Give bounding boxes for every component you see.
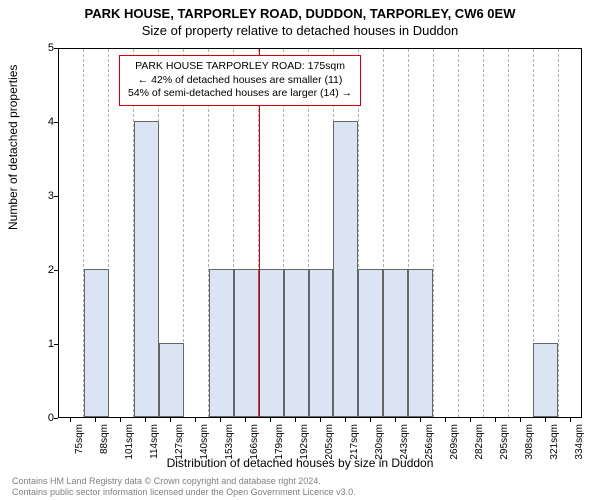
x-tick-mark xyxy=(320,418,321,422)
y-tick-mark xyxy=(54,418,58,419)
annotation-line: PARK HOUSE TARPORLEY ROAD: 175sqm xyxy=(128,60,352,74)
bar xyxy=(234,269,259,417)
x-tick-mark xyxy=(70,418,71,422)
y-tick-mark xyxy=(54,196,58,197)
grid-line xyxy=(483,49,484,417)
bar xyxy=(134,121,159,417)
x-tick-mark xyxy=(520,418,521,422)
bar xyxy=(159,343,184,417)
footer-line-1: Contains HM Land Registry data © Crown c… xyxy=(12,476,356,487)
bar xyxy=(408,269,433,417)
x-tick-label: 282sqm xyxy=(474,424,485,460)
x-tick-mark xyxy=(195,418,196,422)
x-tick-mark xyxy=(420,418,421,422)
x-tick-label: 114sqm xyxy=(149,424,160,459)
x-tick-label: 101sqm xyxy=(124,424,135,460)
x-tick-mark xyxy=(270,418,271,422)
y-tick-mark xyxy=(54,344,58,345)
bar xyxy=(259,269,284,417)
x-tick-mark xyxy=(95,418,96,422)
x-tick-mark xyxy=(445,418,446,422)
chart-title-sub: Size of property relative to detached ho… xyxy=(0,21,600,38)
bar xyxy=(209,269,234,417)
x-tick-label: 256sqm xyxy=(424,424,435,460)
x-tick-label: 243sqm xyxy=(399,424,410,460)
y-tick-mark xyxy=(54,48,58,49)
x-tick-mark xyxy=(370,418,371,422)
x-tick-mark xyxy=(170,418,171,422)
x-tick-label: 205sqm xyxy=(324,424,335,460)
bar xyxy=(84,269,109,417)
x-tick-mark xyxy=(120,418,121,422)
bar xyxy=(358,269,383,417)
footer-attribution: Contains HM Land Registry data © Crown c… xyxy=(12,476,356,498)
x-tick-label: 166sqm xyxy=(249,424,260,460)
x-tick-mark xyxy=(470,418,471,422)
x-tick-mark xyxy=(545,418,546,422)
x-tick-label: 75sqm xyxy=(74,424,85,454)
x-tick-label: 140sqm xyxy=(199,424,210,460)
y-axis-label: Number of detached properties xyxy=(6,65,20,230)
x-tick-label: 192sqm xyxy=(299,424,310,460)
x-tick-label: 269sqm xyxy=(449,424,460,460)
bar xyxy=(333,121,358,417)
x-tick-label: 88sqm xyxy=(99,424,110,454)
x-tick-mark xyxy=(570,418,571,422)
x-tick-mark xyxy=(220,418,221,422)
x-tick-label: 127sqm xyxy=(174,424,185,460)
y-tick-mark xyxy=(54,270,58,271)
y-tick-mark xyxy=(54,122,58,123)
grid-line xyxy=(508,49,509,417)
bar xyxy=(284,269,309,417)
bar xyxy=(383,269,408,417)
x-tick-label: 295sqm xyxy=(499,424,510,460)
x-tick-label: 230sqm xyxy=(374,424,385,460)
annotation-box: PARK HOUSE TARPORLEY ROAD: 175sqm← 42% o… xyxy=(119,55,361,106)
x-tick-mark xyxy=(495,418,496,422)
bar xyxy=(533,343,558,417)
x-tick-mark xyxy=(295,418,296,422)
grid-line xyxy=(458,49,459,417)
annotation-line: 54% of semi-detached houses are larger (… xyxy=(128,87,352,101)
x-tick-mark xyxy=(245,418,246,422)
x-tick-mark xyxy=(345,418,346,422)
chart-title-main: PARK HOUSE, TARPORLEY ROAD, DUDDON, TARP… xyxy=(0,0,600,21)
x-tick-label: 321sqm xyxy=(549,424,560,460)
x-tick-label: 334sqm xyxy=(574,424,585,460)
bar xyxy=(309,269,334,417)
x-tick-mark xyxy=(395,418,396,422)
x-tick-mark xyxy=(145,418,146,422)
annotation-line: ← 42% of detached houses are smaller (11… xyxy=(128,74,352,88)
x-tick-label: 153sqm xyxy=(224,424,235,460)
x-tick-label: 217sqm xyxy=(349,424,360,460)
footer-line-2: Contains public sector information licen… xyxy=(12,487,356,498)
x-tick-label: 179sqm xyxy=(274,424,285,460)
chart-plot-area: PARK HOUSE TARPORLEY ROAD: 175sqm← 42% o… xyxy=(58,48,582,418)
x-tick-label: 308sqm xyxy=(524,424,535,460)
